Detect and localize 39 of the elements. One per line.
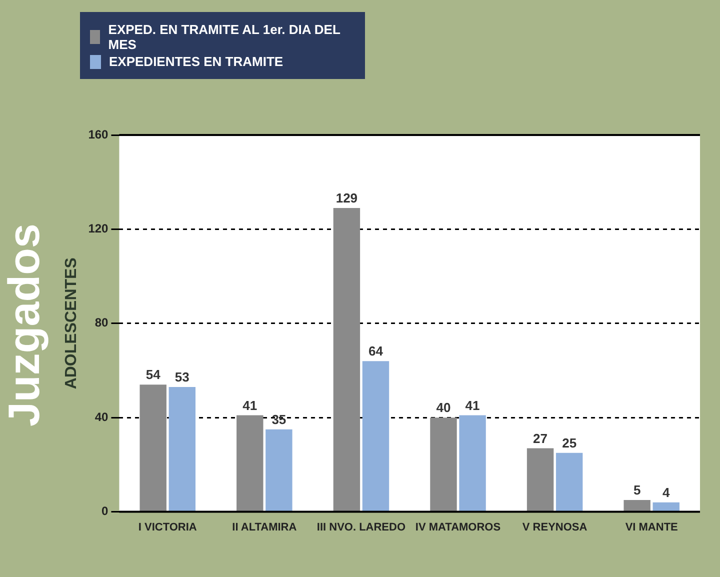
y-tick-label: 120 <box>88 222 109 236</box>
data-label: 64 <box>368 344 384 359</box>
y-tick-label: 160 <box>88 127 109 142</box>
data-label: 5 <box>633 482 641 498</box>
bar <box>168 386 196 512</box>
bar <box>140 384 166 512</box>
x-tick-label: IV MATAMOROS <box>415 521 501 534</box>
data-label: 27 <box>533 430 548 446</box>
x-tick-label: VI MANTE <box>625 521 678 534</box>
legend-label: EXPEDIENTES EN TRAMITE <box>108 54 284 69</box>
x-tick-label: I VICTORIA <box>138 521 197 534</box>
x-tick-label: III NVO. LAREDO <box>316 521 406 534</box>
legend-label: EXPED. EN TRAMITE AL 1er. DIA DEL MES <box>107 22 342 52</box>
data-label: 25 <box>562 436 577 451</box>
y-axis-title: ADOLESCENTES <box>63 257 80 390</box>
bar <box>556 452 583 512</box>
y-tick-label: 40 <box>94 410 109 424</box>
data-label: 41 <box>242 398 258 413</box>
bar <box>430 418 457 512</box>
bar <box>236 415 264 512</box>
bar <box>652 502 680 512</box>
bar <box>333 208 360 512</box>
data-label: 4 <box>662 484 671 500</box>
bar <box>459 415 486 512</box>
text: Juzgados <box>0 222 50 428</box>
bar <box>362 361 390 512</box>
bar <box>624 500 650 512</box>
data-label: 129 <box>336 190 358 206</box>
data-label: 53 <box>174 370 190 385</box>
data-label: 54 <box>146 367 162 382</box>
x-tick-label: V REYNOSA <box>522 521 588 534</box>
bar <box>266 429 292 512</box>
y-tick-label: 80 <box>94 316 109 330</box>
x-tick-label: II ALTAMIRA <box>232 521 297 534</box>
y-tick-label: 0 <box>102 504 109 518</box>
data-label: 41 <box>465 398 480 413</box>
bar <box>526 448 554 512</box>
data-label: 40 <box>436 400 451 416</box>
data-label: 35 <box>272 412 286 427</box>
